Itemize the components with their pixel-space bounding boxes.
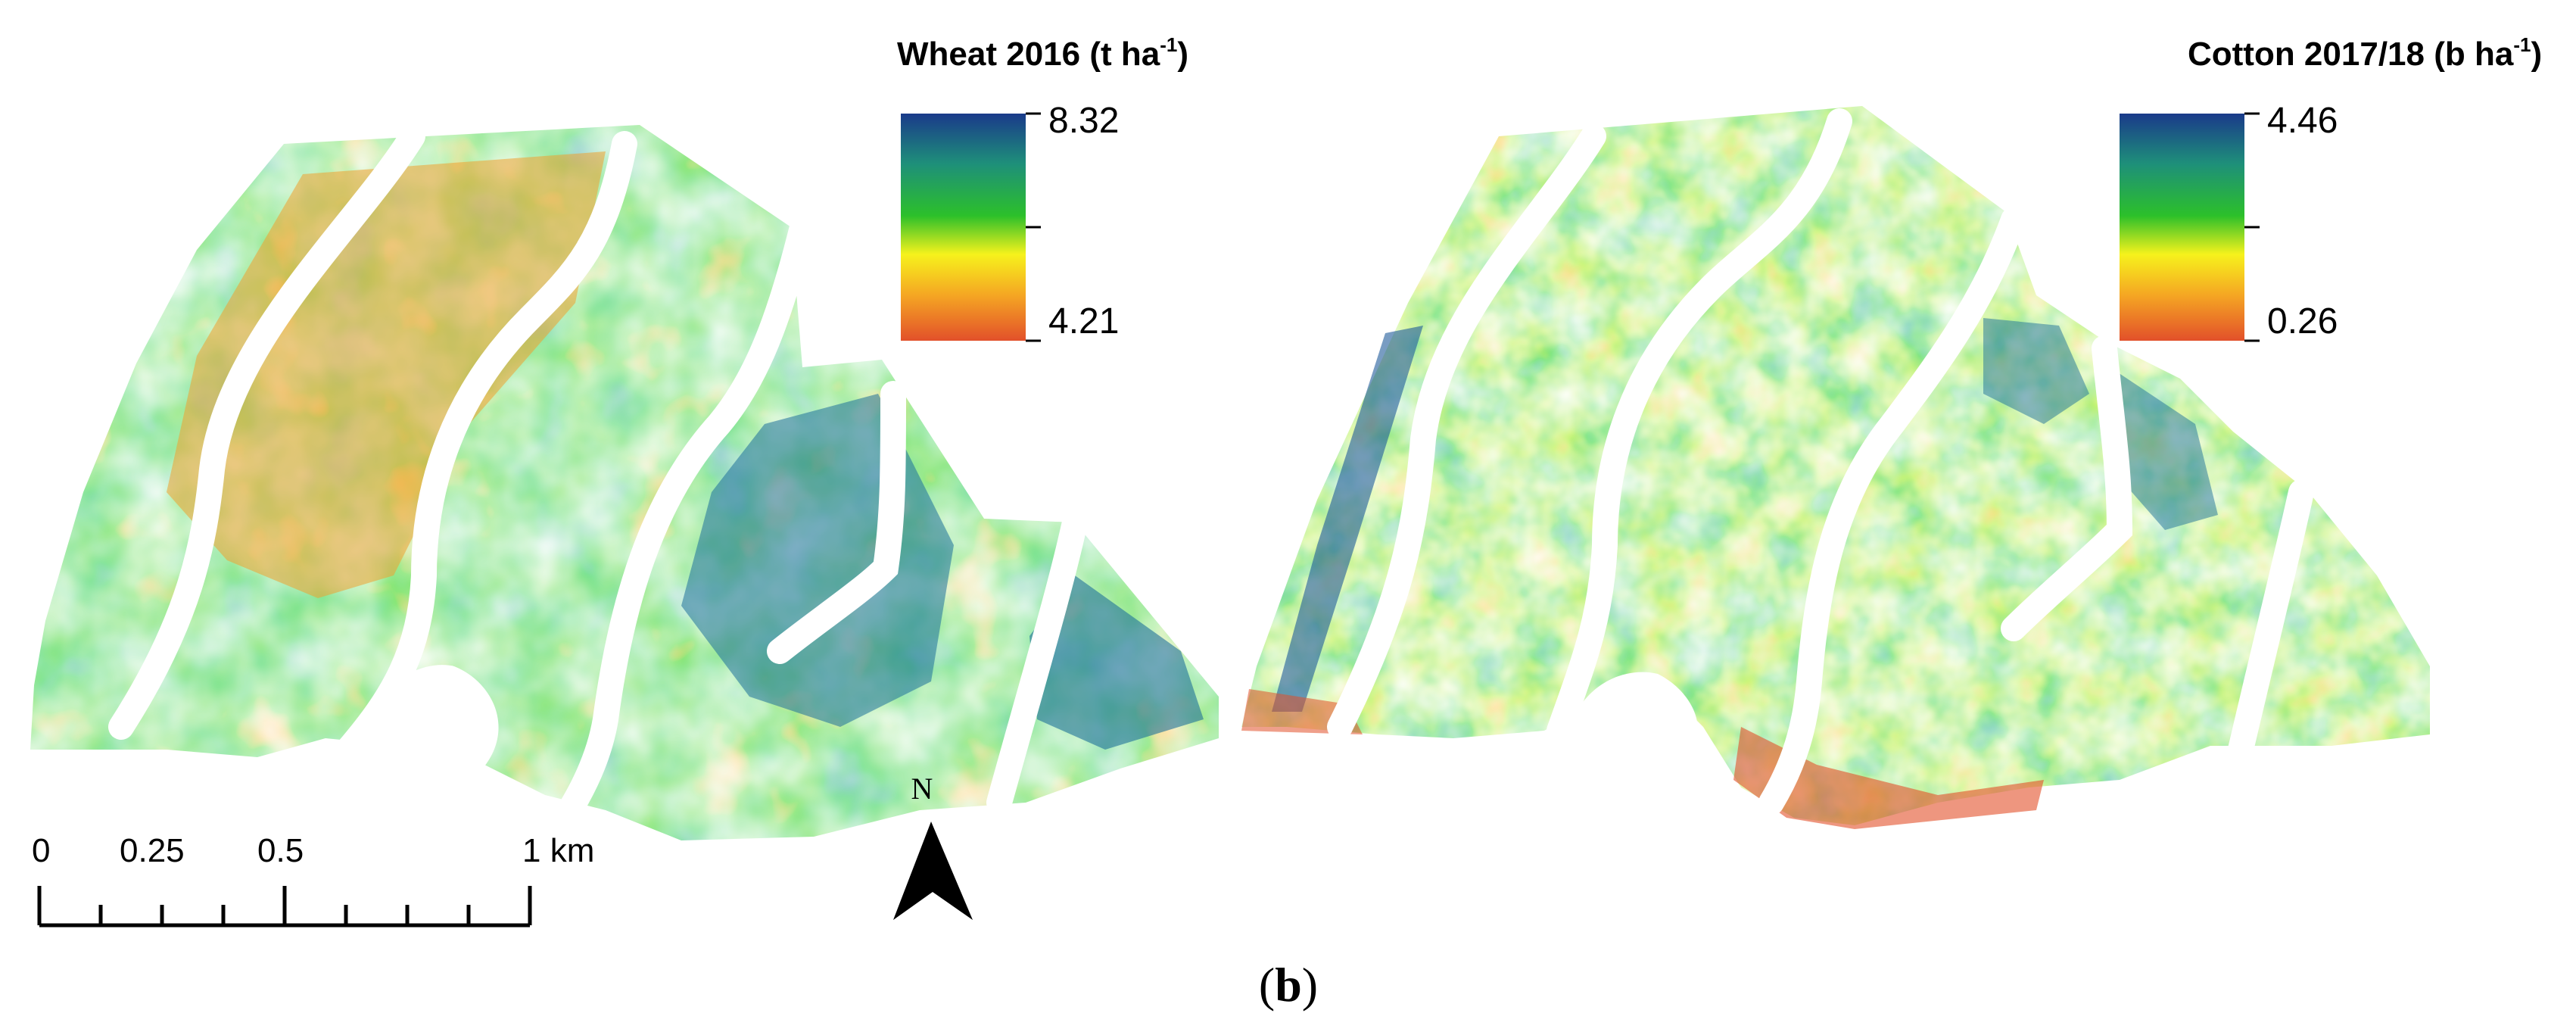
cotton-legend-min-value: 0.26 xyxy=(2267,301,2338,341)
wheat-legend-min-value: 4.21 xyxy=(1048,301,1119,341)
wheat-legend-title: Wheat 2016 (t ha-1) xyxy=(897,33,1188,73)
scale-label-0: 0 xyxy=(32,832,50,869)
cotton-field-area xyxy=(1241,106,2430,825)
wheat-legend: Wheat 2016 (t ha-1) 8.32 4.21 xyxy=(897,33,1188,342)
cotton-legend-colorbar xyxy=(2120,114,2244,341)
north-label: N xyxy=(911,772,933,806)
cotton-legend-max-value: 4.46 xyxy=(2267,101,2338,141)
north-arrow-icon xyxy=(893,822,973,920)
cotton-high-yield-zone xyxy=(1983,318,2089,424)
wheat-legend-max-value: 8.32 xyxy=(1048,101,1119,141)
scale-bar: 0 0.25 0.5 1 km xyxy=(32,832,594,928)
scale-label-1km: 1 km xyxy=(522,832,594,869)
wheat-legend-colorbar xyxy=(901,114,1026,341)
wheat-low-yield-zone xyxy=(167,151,606,598)
cotton-high-yield-strip xyxy=(1272,326,1423,712)
cotton-legend-title: Cotton 2017/18 (b ha-1) xyxy=(2188,33,2542,73)
cotton-low-yield-edge xyxy=(1733,727,2044,829)
wheat-field-dividers xyxy=(108,123,1088,838)
north-arrow: N xyxy=(893,772,973,920)
cotton-legend: Cotton 2017/18 (b ha-1) 4.46 0.26 xyxy=(2120,33,2542,342)
figure-caption: (b) xyxy=(1259,958,1318,1012)
cotton-yield-map xyxy=(1241,106,2430,829)
wheat-high-yield-zone-east xyxy=(1029,575,1204,750)
cotton-field-dividers xyxy=(1327,108,2314,815)
cotton-field-notch xyxy=(1567,672,1698,738)
scale-bar-line xyxy=(37,886,532,928)
scale-label-025: 0.25 xyxy=(120,832,185,869)
wheat-yield-map xyxy=(30,123,1219,840)
cotton-high-yield-zone-east xyxy=(2104,363,2218,530)
scale-label-05: 0.5 xyxy=(257,832,304,869)
wheat-field-notch xyxy=(356,665,499,766)
